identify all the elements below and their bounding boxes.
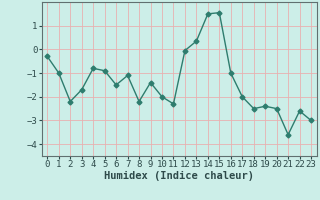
X-axis label: Humidex (Indice chaleur): Humidex (Indice chaleur) <box>104 171 254 181</box>
